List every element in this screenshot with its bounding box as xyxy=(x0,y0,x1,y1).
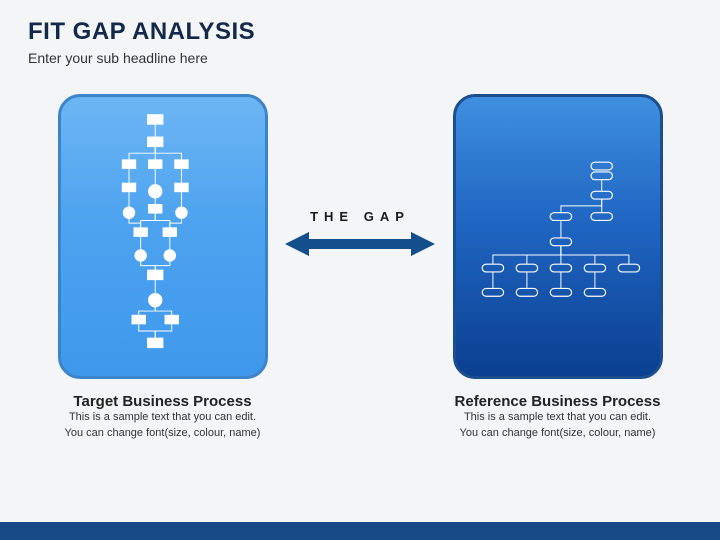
left-caption-line1: This is a sample text that you can edit. xyxy=(65,410,261,426)
left-caption-line2: You can change font(size, colour, name) xyxy=(65,426,261,442)
left-caption-title: Target Business Process xyxy=(65,393,261,410)
gap-column: THE GAP xyxy=(285,94,435,258)
reference-flowchart-icon xyxy=(456,97,660,376)
gap-label: THE GAP xyxy=(310,209,410,224)
right-column: Reference Business Process This is a sam… xyxy=(435,94,680,442)
gap-arrow-icon xyxy=(285,230,435,258)
content: Target Business Process This is a sample… xyxy=(0,74,720,442)
reference-process-panel xyxy=(453,94,663,379)
footer-bar xyxy=(0,522,720,540)
right-caption-line2: You can change font(size, colour, name) xyxy=(455,426,661,442)
right-caption: Reference Business Process This is a sam… xyxy=(455,393,661,442)
page-title: FIT GAP ANALYSIS xyxy=(28,18,692,46)
right-caption-title: Reference Business Process xyxy=(455,393,661,410)
left-column: Target Business Process This is a sample… xyxy=(40,94,285,442)
target-flowchart-icon xyxy=(61,97,265,376)
left-caption: Target Business Process This is a sample… xyxy=(65,393,261,442)
page-subtitle: Enter your sub headline here xyxy=(28,50,692,66)
right-caption-line1: This is a sample text that you can edit. xyxy=(455,410,661,426)
header: FIT GAP ANALYSIS Enter your sub headline… xyxy=(0,0,720,74)
target-process-panel xyxy=(58,94,268,379)
